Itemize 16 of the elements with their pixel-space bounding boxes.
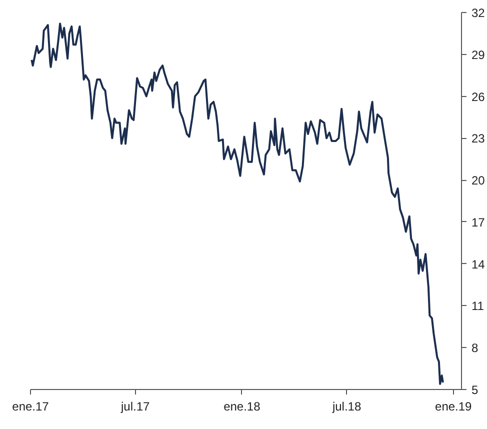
line-series bbox=[30, 22, 444, 385]
y-tick-label: 23 bbox=[472, 132, 486, 146]
x-tick-label: jul.17 bbox=[120, 400, 150, 414]
y-tick-label: 26 bbox=[472, 90, 486, 104]
x-tick-label: jul.18 bbox=[331, 400, 362, 414]
y-tick-label: 5 bbox=[472, 383, 478, 397]
y-tick-label: 29 bbox=[472, 48, 486, 62]
y-tick-label: 17 bbox=[472, 215, 486, 230]
x-tick-label: ene.19 bbox=[435, 400, 472, 414]
y-tick-label: 32 bbox=[472, 6, 486, 20]
y-tick-label: 14 bbox=[472, 257, 486, 272]
y-tick-label: 11 bbox=[472, 299, 484, 314]
x-tick-label: ene.18 bbox=[224, 400, 261, 414]
x-tick-label: ene.17 bbox=[12, 400, 50, 414]
y-tick-label: 8 bbox=[472, 341, 478, 356]
y-tick-label: 20 bbox=[472, 174, 486, 188]
